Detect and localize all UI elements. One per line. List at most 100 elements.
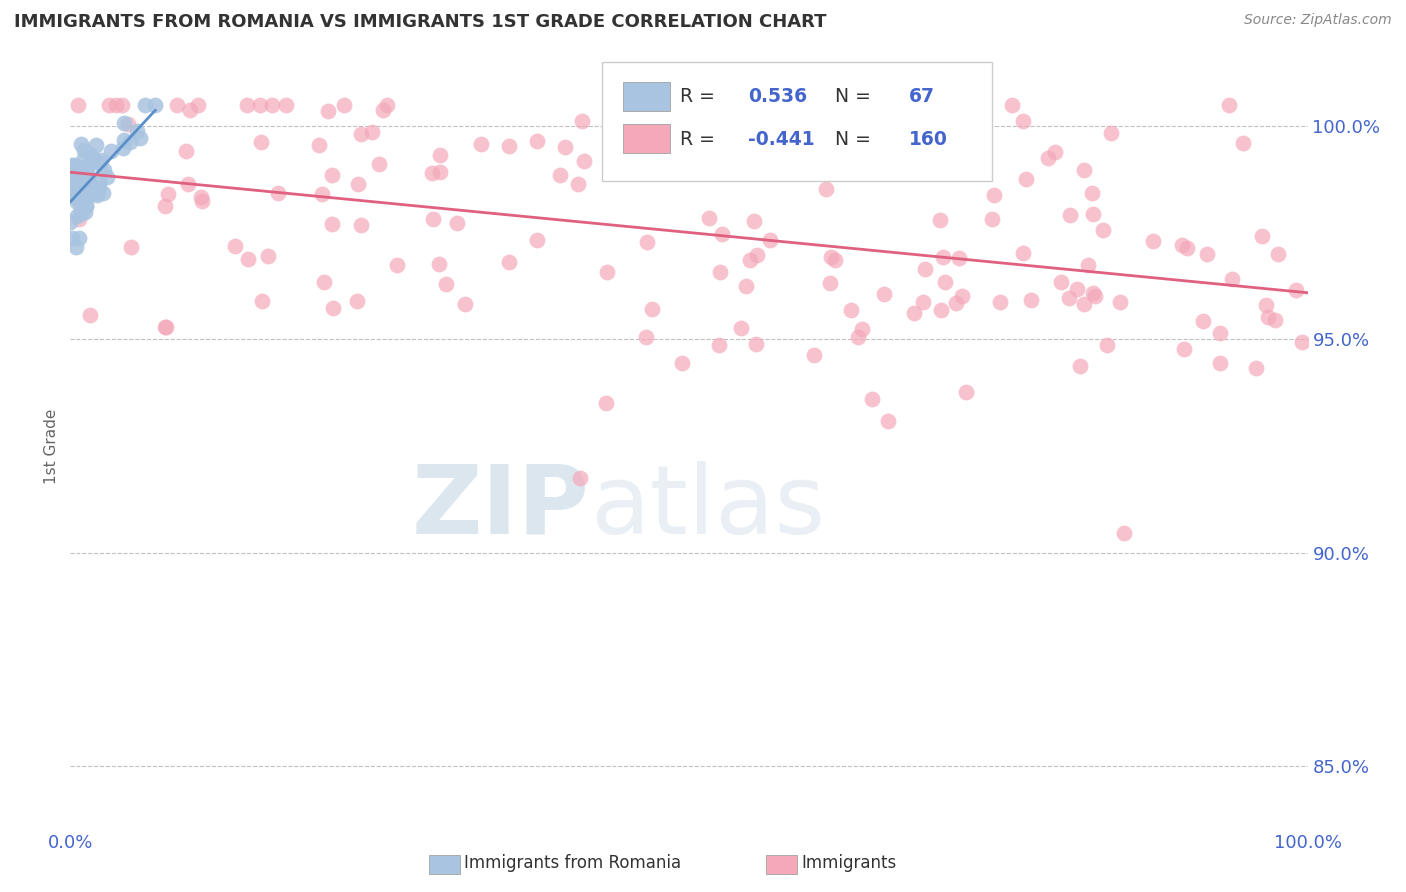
- Point: [69, 203, 91, 218]
- Point: [735, 279, 758, 293]
- Point: [596, 265, 619, 279]
- Point: [664, 136, 686, 151]
- Point: [89, 155, 111, 169]
- Point: [914, 261, 936, 276]
- Point: [177, 178, 200, 192]
- Point: [69, 170, 91, 185]
- Point: [75, 199, 97, 213]
- Point: [321, 168, 343, 182]
- Point: [104, 98, 127, 112]
- Point: [422, 212, 444, 227]
- Point: [1092, 223, 1115, 237]
- Point: [1083, 286, 1105, 301]
- Point: [636, 329, 658, 343]
- Point: [76, 178, 98, 193]
- Point: [72, 185, 94, 199]
- Point: [759, 234, 782, 248]
- Point: [112, 133, 135, 147]
- FancyBboxPatch shape: [623, 124, 671, 153]
- Point: [498, 139, 520, 153]
- Point: [636, 235, 658, 250]
- Point: [1218, 98, 1240, 112]
- Text: Source: ZipAtlas.com: Source: ZipAtlas.com: [1244, 13, 1392, 28]
- Point: [548, 168, 571, 182]
- Text: R =: R =: [681, 87, 721, 106]
- Point: [839, 303, 862, 318]
- Point: [76, 189, 98, 203]
- Point: [912, 295, 935, 310]
- Point: [111, 98, 134, 112]
- Point: [988, 295, 1011, 310]
- Point: [1084, 288, 1107, 302]
- Point: [120, 240, 142, 254]
- Point: [82, 186, 104, 201]
- Point: [742, 214, 765, 228]
- Point: [60, 166, 83, 180]
- Text: 0.536: 0.536: [748, 87, 807, 106]
- Point: [1011, 114, 1033, 128]
- Point: [647, 110, 669, 124]
- Point: [1257, 310, 1279, 324]
- Point: [179, 103, 201, 118]
- Point: [1095, 338, 1118, 352]
- Text: N =: N =: [835, 87, 877, 106]
- Point: [79, 183, 101, 197]
- Point: [86, 187, 108, 202]
- Point: [66, 209, 89, 223]
- Point: [733, 153, 755, 167]
- Point: [934, 275, 956, 289]
- Point: [595, 396, 617, 410]
- Point: [709, 265, 731, 279]
- Point: [420, 167, 443, 181]
- Point: [100, 144, 122, 158]
- Point: [125, 124, 148, 138]
- Point: [346, 293, 368, 308]
- Point: [1043, 145, 1066, 160]
- Point: [429, 148, 451, 162]
- Point: [1254, 298, 1277, 312]
- Point: [730, 321, 752, 335]
- Point: [79, 308, 101, 322]
- Point: [75, 199, 97, 213]
- Point: [77, 159, 100, 173]
- Point: [73, 143, 96, 157]
- Point: [187, 98, 209, 112]
- Point: [948, 252, 970, 266]
- Point: [60, 158, 83, 172]
- Point: [155, 319, 177, 334]
- Point: [87, 155, 110, 169]
- Point: [498, 254, 520, 268]
- Point: [554, 140, 576, 154]
- Point: [1112, 525, 1135, 540]
- Point: [314, 275, 336, 289]
- Point: [1036, 151, 1059, 165]
- Point: [853, 161, 876, 176]
- Point: [84, 137, 107, 152]
- Point: [190, 190, 212, 204]
- Point: [73, 205, 96, 219]
- Point: [641, 302, 664, 317]
- Point: [1069, 359, 1091, 374]
- Point: [117, 117, 139, 131]
- Text: IMMIGRANTS FROM ROMANIA VS IMMIGRANTS 1ST GRADE CORRELATION CHART: IMMIGRANTS FROM ROMANIA VS IMMIGRANTS 1S…: [14, 13, 827, 31]
- Point: [91, 186, 114, 200]
- Point: [429, 165, 451, 179]
- Point: [1073, 163, 1095, 178]
- Point: [166, 98, 188, 112]
- Point: [707, 338, 730, 352]
- Point: [360, 125, 382, 139]
- Point: [929, 302, 952, 317]
- Text: ZIP: ZIP: [412, 461, 591, 554]
- Point: [350, 219, 373, 233]
- Point: [1173, 342, 1195, 356]
- Point: [891, 125, 914, 139]
- Point: [980, 211, 1002, 226]
- Point: [143, 98, 166, 112]
- Point: [385, 258, 408, 272]
- Point: [860, 392, 883, 406]
- Point: [1244, 360, 1267, 375]
- Point: [322, 301, 344, 315]
- Point: [59, 215, 82, 229]
- Point: [67, 212, 90, 227]
- FancyBboxPatch shape: [602, 62, 993, 181]
